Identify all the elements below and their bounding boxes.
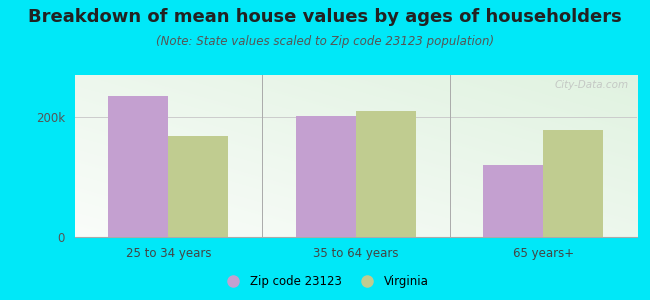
Bar: [543, 130, 603, 237]
Legend: Zip code 23123, Virginia: Zip code 23123, Virginia: [216, 270, 434, 292]
Bar: [356, 111, 416, 237]
Text: Breakdown of mean house values by ages of householders: Breakdown of mean house values by ages o…: [28, 8, 622, 26]
Bar: [484, 165, 543, 237]
Text: (Note: State values scaled to Zip code 23123 population): (Note: State values scaled to Zip code 2…: [156, 34, 494, 47]
Bar: [168, 136, 228, 237]
Text: City-Data.com: City-Data.com: [554, 80, 629, 90]
Bar: [296, 116, 356, 237]
Bar: [109, 96, 168, 237]
